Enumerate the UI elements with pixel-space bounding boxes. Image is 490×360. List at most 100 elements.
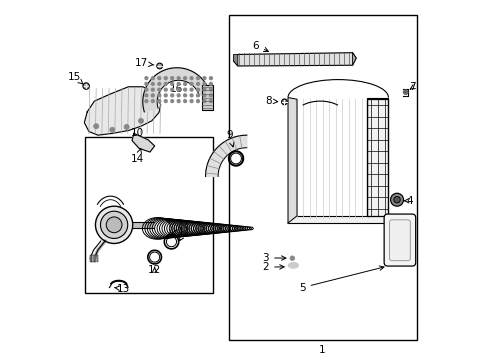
Circle shape [151,77,154,80]
Circle shape [158,100,161,103]
Circle shape [196,77,199,80]
Text: 6: 6 [252,41,269,51]
Circle shape [151,94,154,97]
Circle shape [171,77,173,80]
Circle shape [164,100,167,103]
Text: 9: 9 [226,130,234,147]
Circle shape [190,82,193,85]
Circle shape [190,77,193,80]
Text: 1: 1 [319,345,325,355]
Circle shape [203,100,206,103]
Circle shape [177,94,180,97]
Circle shape [184,100,187,103]
Circle shape [210,88,212,91]
Text: 13: 13 [114,284,130,294]
Circle shape [210,100,212,103]
Text: 3: 3 [263,253,286,263]
Circle shape [94,124,98,129]
Text: 2: 2 [263,262,284,272]
Circle shape [282,99,287,105]
Text: 14: 14 [131,149,144,164]
Circle shape [164,77,167,80]
Circle shape [124,125,129,130]
Text: 10: 10 [131,128,144,138]
Circle shape [158,77,161,80]
Circle shape [151,100,154,103]
Text: 5: 5 [299,266,384,293]
Circle shape [145,88,148,91]
Polygon shape [288,98,389,223]
Text: 17: 17 [135,58,154,68]
Polygon shape [132,134,155,152]
Circle shape [203,88,206,91]
Bar [229,15,417,339]
Circle shape [158,88,161,91]
FancyBboxPatch shape [384,214,416,266]
Polygon shape [234,54,238,66]
Circle shape [158,94,161,97]
Bar [85,137,213,293]
Circle shape [139,118,144,123]
Circle shape [177,82,180,85]
Circle shape [145,94,148,97]
Text: 15: 15 [68,72,83,85]
Circle shape [151,82,154,85]
Circle shape [394,197,400,203]
Polygon shape [205,135,247,176]
Circle shape [403,90,408,94]
Circle shape [145,82,148,85]
Bar [202,85,213,110]
Circle shape [196,82,199,85]
Circle shape [391,193,403,206]
Ellipse shape [289,262,298,268]
Circle shape [171,82,173,85]
Circle shape [158,82,161,85]
Bar [97,255,98,262]
Circle shape [171,88,173,91]
Bar [92,255,94,262]
Text: 12: 12 [148,265,161,275]
Circle shape [210,77,212,80]
Polygon shape [288,98,297,223]
Bar [90,255,92,262]
Circle shape [145,100,148,103]
Polygon shape [84,87,161,135]
Circle shape [171,100,173,103]
Bar [95,255,96,262]
Circle shape [177,77,180,80]
Circle shape [196,100,199,103]
FancyBboxPatch shape [390,220,410,261]
Circle shape [184,82,187,85]
Circle shape [164,82,167,85]
Circle shape [83,83,89,89]
Text: 16: 16 [170,84,183,94]
Circle shape [171,94,173,97]
Bar [367,99,388,216]
Circle shape [164,88,167,91]
Circle shape [190,94,193,97]
Text: 4: 4 [404,196,413,206]
Circle shape [203,82,206,85]
Circle shape [290,256,294,260]
Circle shape [184,77,187,80]
Circle shape [177,100,180,103]
Circle shape [203,77,206,80]
Text: 7: 7 [410,82,416,93]
Circle shape [100,211,128,238]
Circle shape [190,88,193,91]
Polygon shape [234,53,356,66]
Circle shape [145,77,148,80]
Circle shape [196,94,199,97]
Circle shape [110,127,115,132]
Circle shape [96,206,133,243]
Circle shape [210,82,212,85]
Circle shape [210,94,212,97]
Polygon shape [143,68,209,112]
Circle shape [106,217,122,233]
Circle shape [177,88,180,91]
Circle shape [196,88,199,91]
Circle shape [151,88,154,91]
Circle shape [184,88,187,91]
Text: 11: 11 [178,227,192,241]
Circle shape [164,94,167,97]
